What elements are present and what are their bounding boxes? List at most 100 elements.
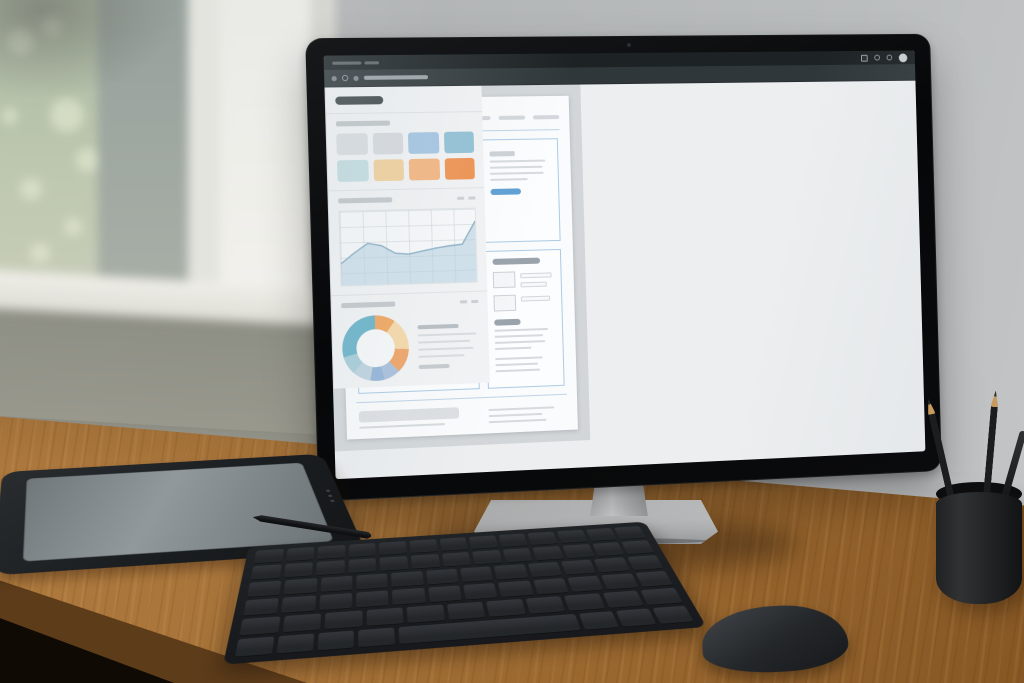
footer-bar-placeholder	[358, 407, 459, 423]
cursor-tool-icon[interactable]	[353, 75, 359, 81]
color-swatch[interactable]	[336, 133, 368, 156]
wireframe-button[interactable]	[490, 188, 521, 196]
bokeh-light	[64, 218, 82, 236]
text-line-placeholder	[489, 165, 543, 169]
blurred-corner	[0, 0, 180, 100]
keyboard-key	[427, 585, 462, 603]
keyboard-key	[498, 580, 534, 598]
keyboard-key	[578, 611, 619, 631]
keyboard-key	[585, 527, 617, 542]
palette-section-header	[335, 119, 473, 127]
undo-icon[interactable]	[341, 74, 349, 82]
keyboard-key	[358, 627, 395, 648]
webcam-dot	[626, 42, 632, 47]
chart-options-icon[interactable]	[457, 196, 465, 200]
heading-placeholder	[492, 257, 540, 265]
keyboard-key	[282, 613, 322, 634]
help-icon[interactable]	[886, 54, 893, 61]
panel-title-pill	[335, 96, 384, 105]
keyboard-key	[532, 545, 565, 561]
keyboard-key	[439, 537, 469, 552]
tablet-buttons	[325, 489, 338, 510]
keyboard-key	[615, 608, 657, 628]
text-line-placeholder	[488, 406, 554, 412]
heading-placeholder	[494, 318, 521, 326]
apps-grid-icon[interactable]	[860, 54, 868, 62]
text-line-placeholder	[489, 171, 544, 175]
checkbox-placeholder[interactable]	[492, 271, 516, 289]
keyboard-key	[525, 596, 566, 615]
settings-icon[interactable]	[874, 54, 881, 61]
keyboard-key	[502, 547, 534, 563]
section-label-pill	[341, 301, 396, 309]
color-swatch[interactable]	[443, 131, 475, 154]
keyboard-key	[410, 553, 441, 570]
keyboard-key	[472, 549, 503, 566]
keyboard-key	[567, 575, 604, 593]
color-swatch[interactable]	[444, 157, 475, 180]
keyboard-key	[239, 616, 280, 637]
keyboard-key	[527, 561, 563, 578]
keyboard-key	[601, 573, 639, 590]
color-palette	[336, 131, 475, 182]
text-line-placeholder	[495, 362, 538, 367]
donut-legend	[417, 323, 480, 369]
monitor	[305, 33, 942, 502]
keyboard-key	[392, 587, 426, 606]
color-swatch[interactable]	[408, 158, 440, 181]
keyboard-key	[283, 578, 318, 596]
keyboard-key	[379, 541, 407, 556]
keyboard-key	[602, 590, 645, 609]
keyboard-key	[356, 573, 389, 591]
keyboard-key	[379, 556, 409, 572]
keyboard-key	[276, 633, 315, 655]
donut-more-icon[interactable]	[471, 299, 479, 304]
text-line-placeholder	[490, 178, 528, 181]
color-swatch[interactable]	[407, 132, 439, 154]
color-swatch[interactable]	[372, 132, 404, 155]
text-line-placeholder	[488, 418, 547, 424]
title-text-pill	[332, 60, 362, 65]
keyboard-key	[562, 544, 595, 559]
keyboard-key	[234, 636, 275, 658]
legend-line-placeholder	[417, 331, 477, 336]
keyboard-key	[317, 630, 355, 652]
keyboard-key	[281, 595, 316, 614]
keyboard-key	[493, 564, 529, 581]
menu-icon[interactable]	[331, 75, 337, 81]
checkbox-placeholder[interactable]	[493, 294, 517, 312]
keyboard-key	[469, 535, 499, 550]
donut-options-icon[interactable]	[459, 300, 468, 304]
text-line-placeholder	[494, 334, 544, 338]
keyboard-key	[640, 587, 684, 606]
avatar[interactable]	[898, 52, 908, 62]
document-name-pill[interactable]	[363, 75, 429, 80]
color-swatch[interactable]	[336, 159, 369, 182]
keyboard-key	[594, 557, 631, 574]
chart-more-icon[interactable]	[468, 196, 476, 200]
keyboard-key	[446, 601, 486, 621]
keyboard-key	[652, 605, 695, 625]
keyboard-key	[441, 551, 472, 568]
bokeh-light	[50, 98, 84, 132]
donut-chart	[341, 314, 410, 383]
keyboard-key	[498, 533, 529, 548]
text-line-placeholder	[494, 346, 532, 351]
inspector-panel	[324, 85, 490, 389]
keyboard-key	[246, 580, 282, 598]
keyboard-key	[253, 548, 284, 564]
donut-section-header	[341, 299, 479, 309]
screen	[323, 50, 926, 480]
color-swatch[interactable]	[372, 159, 405, 182]
text-line-placeholder	[488, 412, 543, 418]
keyboard-key	[366, 607, 404, 627]
legend-line-placeholder	[418, 346, 474, 351]
keyboard-key	[320, 575, 353, 593]
wireframe-sidebar-block	[483, 248, 565, 389]
keyboard-key	[425, 568, 459, 586]
wireframe-text-block	[480, 138, 561, 243]
keyboard-key	[348, 558, 377, 574]
keyboard-key	[626, 555, 664, 571]
wireframe-nav-item	[532, 114, 560, 119]
